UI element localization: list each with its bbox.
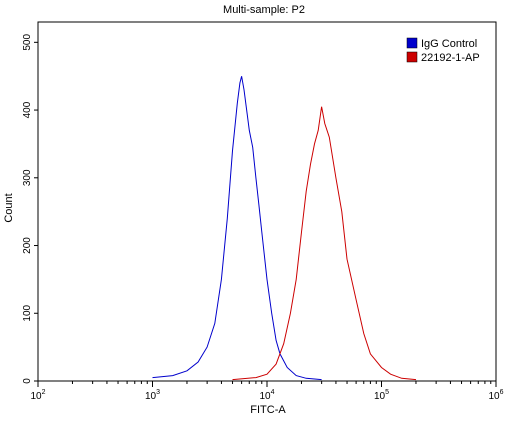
y-tick-label: 400 [22,101,33,118]
plot-frame [37,21,497,382]
y-axis-label: Count [3,193,15,222]
x-tick-label: 106 [488,389,503,402]
y-tick-label: 200 [22,237,33,254]
series-line-2 [232,106,417,381]
x-axis-label: FITC-A [250,404,286,416]
legend-label-2: 22192-1-AP [421,52,480,64]
y-tick-label: 100 [22,304,33,321]
series-line-1 [152,76,322,381]
x-tick-label: 103 [145,389,160,402]
y-tick-label: 300 [22,169,33,186]
legend-swatch-1 [406,37,418,49]
legend-label-1: IgG Control [421,38,477,50]
legend-swatch-2 [406,51,418,63]
y-tick-label: 500 [22,34,33,51]
x-tick-label: 102 [30,389,45,402]
chart-title: Multi-sample: P2 [223,4,305,16]
y-tick-label: 0 [22,378,33,384]
plot-area: 0 100 200 300 400 500 102 103 104 105 106 IgG Contr… [22,21,504,402]
x-tick-label: 105 [374,389,389,402]
x-tick-label: 104 [259,389,274,402]
